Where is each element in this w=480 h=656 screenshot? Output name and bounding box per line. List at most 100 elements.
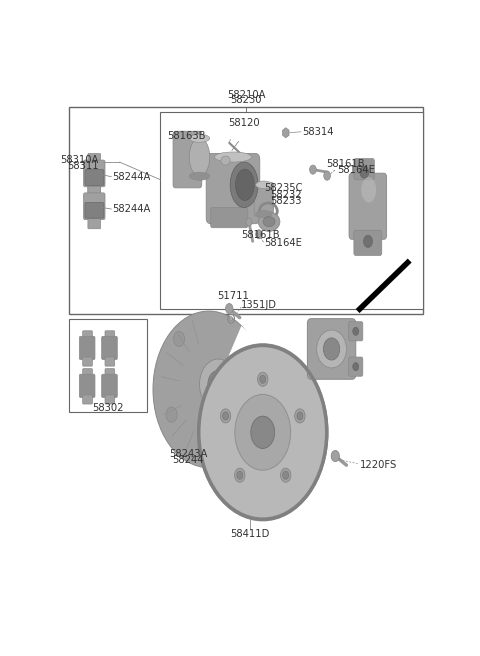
Circle shape bbox=[363, 236, 372, 247]
Text: 58161B: 58161B bbox=[241, 230, 280, 240]
Ellipse shape bbox=[361, 177, 376, 203]
Text: 58163B: 58163B bbox=[167, 131, 206, 141]
Text: 1220FS: 1220FS bbox=[360, 460, 397, 470]
Text: 58164E: 58164E bbox=[264, 238, 302, 248]
Text: 58233: 58233 bbox=[270, 196, 301, 207]
FancyBboxPatch shape bbox=[349, 173, 386, 239]
FancyBboxPatch shape bbox=[85, 203, 104, 218]
Circle shape bbox=[256, 230, 263, 239]
Ellipse shape bbox=[221, 156, 230, 165]
Text: 58235C: 58235C bbox=[264, 183, 302, 194]
Text: 58244A: 58244A bbox=[112, 204, 150, 214]
FancyBboxPatch shape bbox=[85, 170, 104, 185]
Circle shape bbox=[198, 344, 328, 521]
FancyBboxPatch shape bbox=[79, 337, 95, 359]
FancyBboxPatch shape bbox=[102, 337, 117, 359]
Circle shape bbox=[297, 412, 303, 420]
Circle shape bbox=[258, 372, 268, 386]
FancyBboxPatch shape bbox=[83, 395, 92, 404]
Circle shape bbox=[324, 171, 330, 180]
Text: 58302: 58302 bbox=[93, 403, 124, 413]
Ellipse shape bbox=[189, 138, 210, 176]
Circle shape bbox=[295, 409, 305, 423]
Circle shape bbox=[251, 416, 275, 449]
Ellipse shape bbox=[246, 218, 252, 226]
Circle shape bbox=[237, 471, 243, 480]
FancyBboxPatch shape bbox=[88, 186, 100, 197]
Circle shape bbox=[235, 394, 290, 470]
FancyBboxPatch shape bbox=[88, 154, 100, 165]
FancyBboxPatch shape bbox=[348, 321, 363, 341]
Text: 58244: 58244 bbox=[173, 455, 204, 464]
Ellipse shape bbox=[200, 359, 237, 409]
FancyBboxPatch shape bbox=[348, 357, 363, 377]
FancyBboxPatch shape bbox=[105, 357, 115, 366]
Ellipse shape bbox=[229, 317, 233, 321]
FancyBboxPatch shape bbox=[88, 218, 100, 229]
FancyBboxPatch shape bbox=[83, 357, 92, 366]
Bar bbox=[160, 112, 423, 308]
Circle shape bbox=[260, 375, 266, 383]
Circle shape bbox=[166, 407, 177, 422]
Text: 58314: 58314 bbox=[302, 127, 333, 136]
Bar bbox=[69, 319, 147, 412]
Text: 58243A: 58243A bbox=[169, 449, 207, 459]
Circle shape bbox=[223, 412, 228, 420]
FancyBboxPatch shape bbox=[102, 374, 117, 398]
Circle shape bbox=[360, 166, 369, 178]
Ellipse shape bbox=[230, 162, 258, 207]
Ellipse shape bbox=[258, 212, 280, 232]
Circle shape bbox=[283, 471, 288, 480]
Ellipse shape bbox=[263, 216, 275, 227]
Circle shape bbox=[331, 451, 339, 462]
FancyBboxPatch shape bbox=[105, 395, 115, 404]
Ellipse shape bbox=[215, 152, 252, 162]
FancyBboxPatch shape bbox=[354, 159, 374, 180]
FancyBboxPatch shape bbox=[105, 369, 115, 378]
Text: 58411D: 58411D bbox=[230, 529, 269, 539]
Text: 51711: 51711 bbox=[217, 291, 249, 301]
Text: 58310A: 58310A bbox=[60, 155, 99, 165]
Ellipse shape bbox=[236, 169, 254, 201]
Text: 58311: 58311 bbox=[67, 161, 99, 171]
FancyBboxPatch shape bbox=[83, 369, 92, 378]
Wedge shape bbox=[215, 326, 268, 453]
Text: 58230: 58230 bbox=[230, 95, 262, 106]
FancyBboxPatch shape bbox=[105, 331, 115, 340]
Circle shape bbox=[324, 338, 340, 360]
FancyBboxPatch shape bbox=[173, 131, 202, 188]
Ellipse shape bbox=[189, 172, 210, 180]
FancyBboxPatch shape bbox=[354, 230, 382, 255]
Text: 58244A: 58244A bbox=[112, 172, 150, 182]
FancyBboxPatch shape bbox=[84, 193, 105, 220]
Circle shape bbox=[280, 468, 291, 482]
Text: 58210A: 58210A bbox=[227, 90, 265, 100]
FancyBboxPatch shape bbox=[83, 331, 92, 340]
Circle shape bbox=[353, 363, 359, 371]
FancyBboxPatch shape bbox=[307, 319, 356, 379]
Wedge shape bbox=[216, 328, 271, 451]
FancyBboxPatch shape bbox=[79, 374, 95, 398]
FancyBboxPatch shape bbox=[206, 154, 260, 224]
Circle shape bbox=[173, 331, 185, 346]
Ellipse shape bbox=[256, 181, 272, 188]
Circle shape bbox=[220, 409, 231, 423]
Ellipse shape bbox=[189, 134, 210, 142]
Text: 58120: 58120 bbox=[228, 117, 260, 128]
Ellipse shape bbox=[208, 371, 228, 398]
Ellipse shape bbox=[256, 211, 272, 218]
Ellipse shape bbox=[153, 311, 264, 468]
Ellipse shape bbox=[317, 330, 347, 368]
FancyBboxPatch shape bbox=[211, 207, 248, 228]
Text: 58164E: 58164E bbox=[337, 165, 375, 174]
Text: 58232: 58232 bbox=[270, 190, 302, 200]
Circle shape bbox=[235, 468, 245, 482]
Text: 58161B: 58161B bbox=[326, 159, 365, 169]
FancyBboxPatch shape bbox=[84, 160, 105, 187]
FancyBboxPatch shape bbox=[88, 186, 100, 196]
Circle shape bbox=[226, 304, 233, 314]
FancyBboxPatch shape bbox=[254, 183, 274, 216]
Text: 1351JD: 1351JD bbox=[241, 300, 277, 310]
Circle shape bbox=[353, 327, 359, 335]
Ellipse shape bbox=[310, 165, 316, 174]
